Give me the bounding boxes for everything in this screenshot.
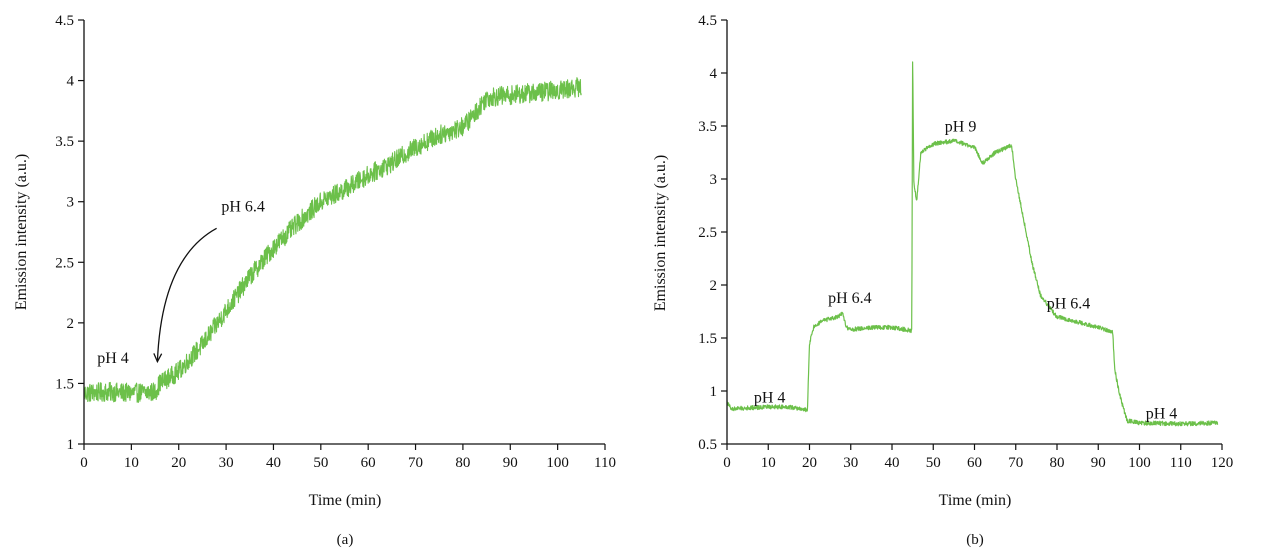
panel-b-series-group — [726, 61, 1219, 427]
x-tick-label: 90 — [503, 455, 518, 471]
panel-b-axes — [726, 20, 1222, 445]
x-tick-label: 50 — [313, 455, 328, 471]
y-tick-label: 2.5 — [698, 225, 717, 241]
y-tick-label: 1.5 — [698, 331, 717, 347]
annotation-label: pH 4 — [97, 350, 129, 367]
annotation-arrow — [156, 227, 217, 362]
x-tick-label: 0 — [723, 455, 731, 471]
x-tick-label: 20 — [802, 455, 817, 471]
panel-a-panel-label: (a) — [337, 532, 354, 548]
y-tick-label: 3 — [710, 172, 718, 188]
panel-a-ticks: 0 10 20 30 40 50 60 70 80 90 100 110 1 1.5 2 2.5 3 3.5 4 4.… — [55, 13, 616, 471]
x-tick-label: 20 — [171, 455, 186, 471]
x-tick-label: 10 — [761, 455, 776, 471]
panel-b-panel-label: (b) — [966, 532, 984, 548]
annotation-label: pH 4 — [1146, 406, 1178, 423]
y-tick-label: 3.5 — [55, 134, 74, 150]
x-tick-label: 110 — [594, 455, 616, 471]
x-tick-label: 30 — [843, 455, 858, 471]
series-line — [726, 61, 1219, 427]
x-tick-label: 90 — [1091, 455, 1106, 471]
x-tick-label: 40 — [885, 455, 900, 471]
x-tick-label: 60 — [967, 455, 982, 471]
y-tick-label: 2 — [67, 316, 75, 332]
x-tick-label: 70 — [408, 455, 423, 471]
x-tick-label: 60 — [361, 455, 376, 471]
y-tick-label: 1 — [67, 437, 75, 453]
y-tick-label: 4 — [710, 66, 718, 82]
x-tick-label: 120 — [1211, 455, 1234, 471]
annotation-label: pH 4 — [754, 390, 786, 407]
x-tick-label: 80 — [1050, 455, 1065, 471]
y-tick-label: 3.5 — [698, 119, 717, 135]
x-tick-label: 70 — [1008, 455, 1023, 471]
y-tick-label: 3 — [67, 195, 75, 211]
y-tick-label: 1 — [710, 384, 718, 400]
y-tick-label: 4.5 — [698, 13, 717, 29]
panel-a-axes — [83, 20, 605, 445]
panel-b-chart: 0 10 20 30 40 50 60 70 80 90 100 110 120 0.5 1 1.5 2 2.5 3… — [652, 13, 1233, 548]
y-tick-label: 2.5 — [55, 255, 74, 271]
annotation-label: pH 6.4 — [221, 198, 265, 215]
x-tick-label: 100 — [546, 455, 569, 471]
x-tick-label: 0 — [80, 455, 88, 471]
panel-a-x-axis-label: Time (min) — [309, 492, 382, 509]
x-tick-label: 30 — [219, 455, 234, 471]
annotation-label: pH 6.4 — [1047, 295, 1091, 312]
annotation-label: pH 6.4 — [828, 290, 872, 307]
panel-a-annotations: pH 4 pH 6.4 — [97, 198, 265, 366]
y-tick-label: 4 — [67, 74, 75, 90]
y-tick-label: 2 — [710, 278, 718, 294]
annotation-label: pH 9 — [945, 118, 977, 135]
panel-b-x-axis-label: Time (min) — [939, 492, 1012, 509]
y-tick-label: 4.5 — [55, 13, 74, 29]
x-tick-label: 50 — [926, 455, 941, 471]
y-tick-label: 1.5 — [55, 376, 74, 392]
panel-b-y-axis-label: Emission intensity (a.u.) — [652, 155, 669, 311]
panel-b-annotations: pH 4 pH 6.4 pH 9 pH 6.4 pH 4 — [754, 118, 1177, 422]
annotation-arrowhead — [153, 353, 163, 364]
x-tick-label: 110 — [1170, 455, 1192, 471]
x-tick-label: 80 — [455, 455, 470, 471]
x-tick-label: 10 — [124, 455, 139, 471]
series-line — [83, 77, 582, 403]
panel-a-chart: 0 10 20 30 40 50 60 70 80 90 100 110 1 1.5 2 2.5 3 3.5 4 4.… — [13, 13, 616, 548]
x-tick-label: 40 — [266, 455, 281, 471]
x-tick-label: 100 — [1128, 455, 1151, 471]
panel-b-ticks: 0 10 20 30 40 50 60 70 80 90 100 110 120 0.5 1 1.5 2 2.5 3… — [698, 13, 1233, 471]
y-tick-label: 0.5 — [698, 437, 717, 453]
panel-a-y-axis-label: Emission intensity (a.u.) — [13, 154, 30, 310]
panel-a-series-group — [83, 77, 582, 403]
